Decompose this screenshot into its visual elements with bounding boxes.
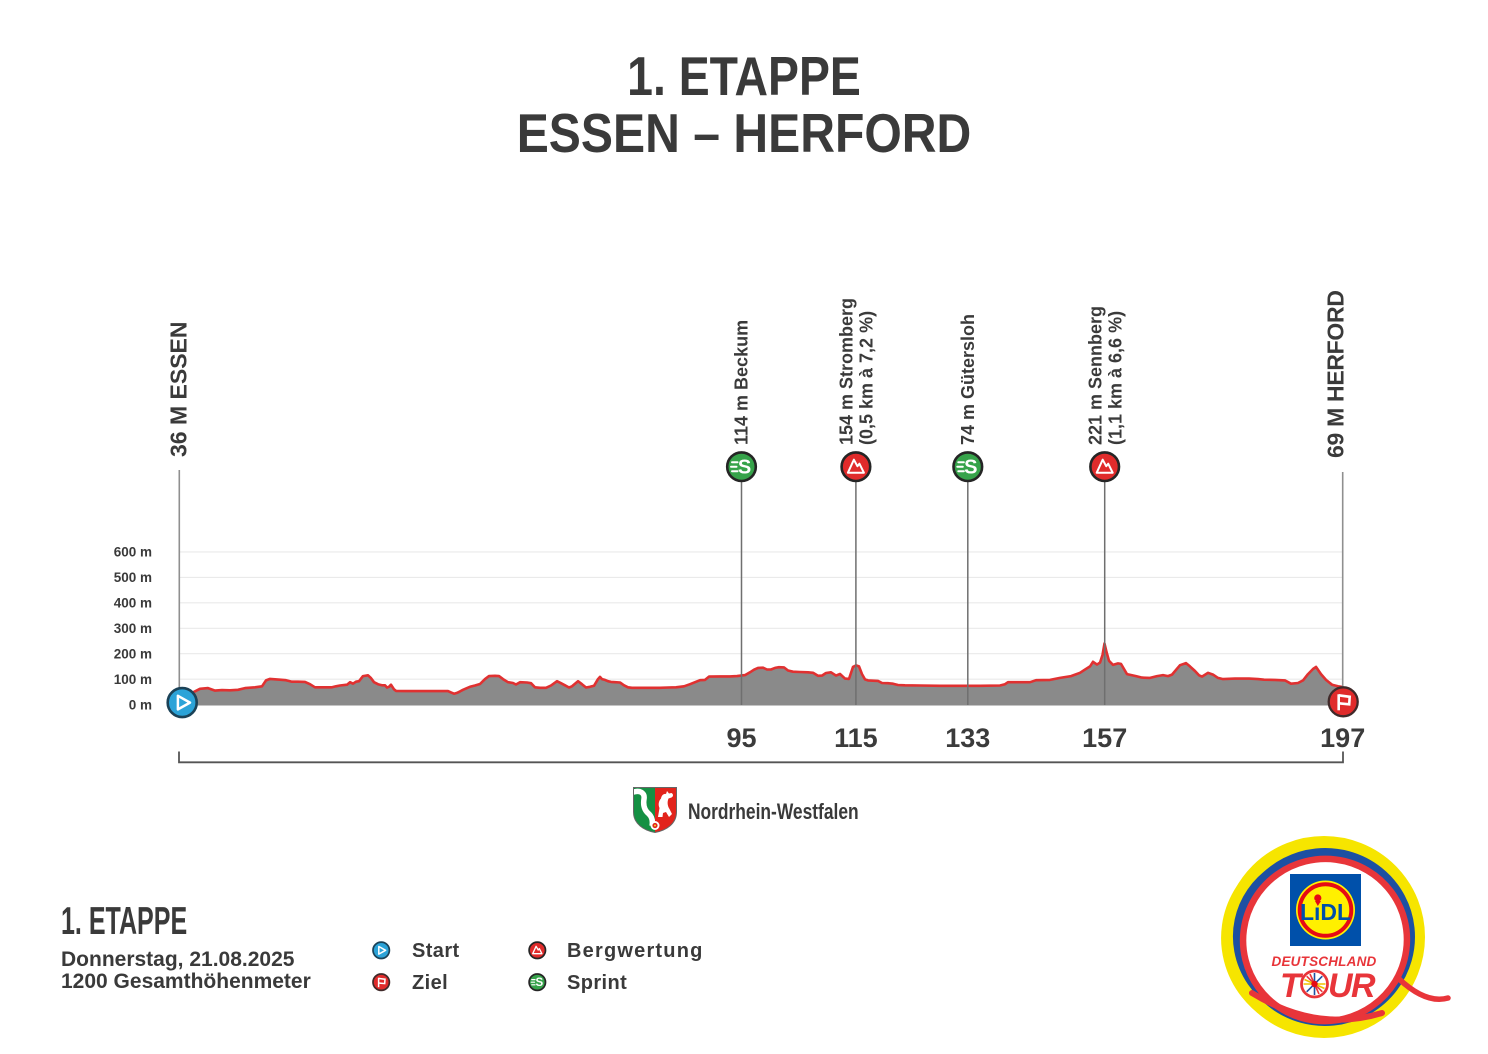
svg-text:500 m: 500 m xyxy=(114,570,152,585)
svg-text:(0,5 km à 7,2 %): (0,5 km à 7,2 %) xyxy=(857,311,877,445)
svg-text:0 m: 0 m xyxy=(129,697,152,712)
svg-text:114 m Beckum: 114 m Beckum xyxy=(732,320,752,445)
svg-text:133: 133 xyxy=(945,723,990,753)
svg-text:200 m: 200 m xyxy=(114,646,152,661)
svg-text:95: 95 xyxy=(726,723,756,753)
svg-text:300 m: 300 m xyxy=(114,621,152,636)
svg-text:154 m Stromberg: 154 m Stromberg xyxy=(837,298,857,445)
svg-text:LıDL: LıDL xyxy=(1300,899,1351,925)
svg-text:115: 115 xyxy=(834,723,878,753)
svg-text:600 m: 600 m xyxy=(114,545,152,560)
svg-text:UR: UR xyxy=(1328,967,1376,1005)
svg-text:221 m Sennberg: 221 m Sennberg xyxy=(1086,306,1106,445)
svg-text:(1,1 km à 6,6 %): (1,1 km à 6,6 %) xyxy=(1106,311,1126,445)
svg-text:74 m Gütersloh: 74 m Gütersloh xyxy=(958,314,978,445)
svg-text:400 m: 400 m xyxy=(114,596,152,611)
svg-text:S: S xyxy=(964,457,977,479)
svg-text:197: 197 xyxy=(1320,723,1365,753)
svg-text:100 m: 100 m xyxy=(114,672,152,687)
svg-text:DEUTSCHLAND: DEUTSCHLAND xyxy=(1272,954,1377,969)
svg-text:S: S xyxy=(738,457,751,479)
svg-text:157: 157 xyxy=(1082,723,1127,753)
svg-text:S: S xyxy=(535,977,543,989)
svg-text:36 M ESSEN: 36 M ESSEN xyxy=(166,322,192,458)
svg-text:T: T xyxy=(1280,967,1304,1005)
svg-text:69 M HERFORD: 69 M HERFORD xyxy=(1323,290,1349,458)
